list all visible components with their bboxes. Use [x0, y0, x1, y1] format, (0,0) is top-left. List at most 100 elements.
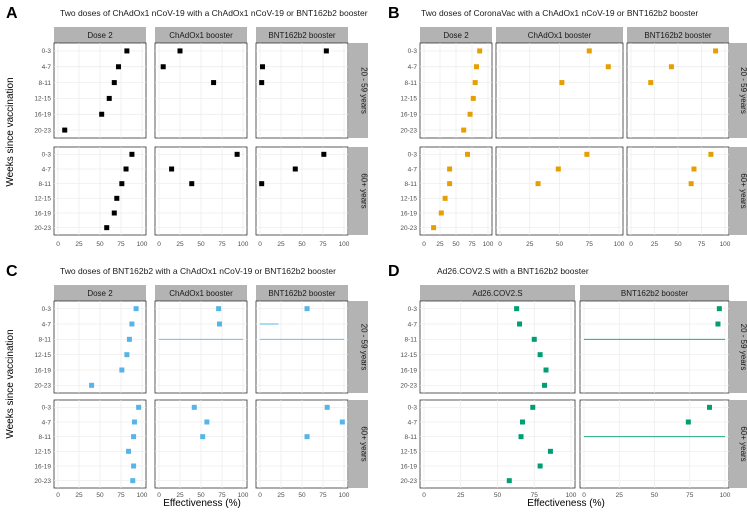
panel-b-strip-row-bg — [729, 43, 747, 138]
panel-c-strip-row-bg — [349, 301, 368, 393]
y-axis-title-bottom: Weeks since vaccination — [5, 329, 16, 438]
panel-b-title: Two doses of CoronaVac with a ChAdOx1 nC… — [421, 8, 698, 18]
panel-c-strip-col-label: Dose 2 — [87, 289, 113, 298]
panel-c-y-tick-label: 16-19 — [34, 463, 51, 470]
panel-d-point — [715, 321, 721, 327]
panel-c-x-tick-label: 0 — [258, 492, 262, 499]
panel-b-y-tick-label: 16-19 — [400, 112, 417, 119]
panel-a-y-tick-label: 20-23 — [34, 127, 51, 134]
panel-b-point — [559, 80, 565, 86]
panel-c-y-tick-label: 0-3 — [42, 405, 52, 412]
panel-a-y-tick-label: 0-3 — [42, 152, 52, 159]
panel-b-strip-row-label: 20 - 59 years — [739, 67, 747, 114]
panel-a-point — [99, 111, 105, 117]
panel-b-y-tick-label: 0-3 — [408, 152, 418, 159]
panel-d-point — [716, 306, 722, 312]
panel-c-x-tick-label: 100 — [238, 492, 249, 499]
panel-a-point — [260, 64, 266, 70]
panel-b-point — [477, 48, 483, 54]
panel-b-y-tick-label: 12-15 — [400, 96, 417, 103]
panel-a-x-tick-label: 0 — [56, 241, 60, 248]
panel-a-strip-col-label: Dose 2 — [87, 31, 113, 40]
panel-c-strip-col-label: BNT162b2 booster — [268, 289, 335, 298]
panel-c-point — [191, 404, 197, 410]
panel-c-strip-col-label: ChAdOx1 booster — [169, 289, 233, 298]
panel-c-x-tick-label: 50 — [197, 492, 205, 499]
panel-c-point — [304, 434, 310, 440]
panel-a-x-tick-label: 0 — [258, 241, 262, 248]
panel-c-strip-row-label: 60+ years — [360, 426, 369, 461]
panel-a-strip-row-bg — [349, 147, 368, 235]
panel-d-y-tick-label: 4-7 — [408, 419, 418, 426]
panel-c-point — [89, 382, 95, 388]
panel-c-y-tick-label: 20-23 — [34, 478, 51, 485]
panel-b-point — [442, 195, 448, 201]
panel-b-x-tick-label: 75 — [468, 241, 476, 248]
panel-c-x-tick-label: 75 — [117, 492, 125, 499]
panel-a-point — [119, 181, 125, 187]
panel-a-point — [323, 48, 329, 54]
panel-d-strip-col-bg — [580, 285, 729, 301]
panel-b-x-tick-label: 50 — [556, 241, 564, 248]
panel-b-x-tick-label: 50 — [452, 241, 460, 248]
panel-d-x-tick-label: 0 — [582, 492, 586, 499]
panel-d-x-tick-label: 75 — [686, 492, 694, 499]
panel-b-point — [438, 210, 444, 216]
panel-c-x-tick-label: 75 — [319, 492, 327, 499]
panel-a-x-tick-label: 100 — [238, 241, 249, 248]
panel-d-point — [517, 321, 523, 327]
panel-b-point — [691, 166, 697, 172]
panel-d-y-tick-label: 8-11 — [404, 337, 417, 344]
panel-a-title: Two doses of ChAdOx1 nCoV-19 with a ChAd… — [60, 8, 368, 18]
panel-b-point — [472, 80, 478, 86]
panel-a-point — [160, 64, 166, 70]
panel-d-x-tick-label: 0 — [422, 492, 426, 499]
panel-a-strip-col-bg — [54, 27, 146, 43]
panel-b-strip-col-label: Dose 2 — [443, 31, 469, 40]
panel-a-y-tick-label: 8-11 — [38, 181, 51, 188]
panel-c-x-tick-label: 75 — [218, 492, 226, 499]
panel-b-letter: B — [388, 5, 400, 22]
panel-b-point — [688, 181, 694, 187]
panel-a-point — [104, 225, 110, 231]
panel-d-point — [531, 336, 537, 342]
panel-a-point — [114, 195, 120, 201]
panel-d-strip-col-label: Ad26.COV2.S — [472, 289, 522, 298]
panel-b-strip-col-label: ChAdOx1 booster — [528, 31, 592, 40]
panel-c-point — [324, 404, 330, 410]
panel-c-point — [131, 419, 137, 425]
panel-c-point — [126, 448, 132, 454]
panel-a-point — [259, 80, 265, 86]
panel-b-y-tick-label: 4-7 — [408, 64, 418, 71]
panel-c-x-tick-label: 0 — [157, 492, 161, 499]
panel-a-y-tick-label: 16-19 — [34, 210, 51, 217]
panel-c-point — [126, 336, 132, 342]
panel-c-point — [136, 404, 142, 410]
panel-b-strip-row-bg — [729, 147, 747, 235]
panel-a-point — [177, 48, 183, 54]
panel-a-strip-row-bg — [349, 43, 368, 138]
panel-d-point — [542, 382, 548, 388]
panel-a-y-tick-label: 20-23 — [34, 225, 51, 232]
panel-a-point — [62, 127, 68, 133]
panel-d-y-tick-label: 20-23 — [400, 478, 417, 485]
panel-a-x-tick-label: 100 — [339, 241, 350, 248]
panel-a-y-tick-label: 16-19 — [34, 112, 51, 119]
panel-b-x-tick-label: 25 — [526, 241, 534, 248]
panel-d-y-tick-label: 12-15 — [400, 449, 417, 456]
panel-a-point — [111, 210, 117, 216]
panel-c-title: Two doses of BNT162b2 with a ChAdOx1 nCo… — [60, 266, 336, 276]
panel-b-x-tick-label: 0 — [422, 241, 426, 248]
panel-b-x-tick-label: 50 — [674, 241, 682, 248]
panel-b-point — [713, 48, 719, 54]
panel-b-y-tick-label: 8-11 — [404, 181, 417, 188]
panel-d-strip-row-bg — [729, 301, 747, 393]
panel-b-point — [605, 64, 611, 70]
panel-a-x-tick-label: 25 — [75, 241, 83, 248]
x-axis-title-left: Effectiveness (%) — [163, 498, 241, 509]
panel-a-x-tick-label: 50 — [298, 241, 306, 248]
panel-c-point — [200, 434, 206, 440]
panel-b-x-tick-label: 0 — [498, 241, 502, 248]
panel-d-point — [514, 306, 520, 312]
